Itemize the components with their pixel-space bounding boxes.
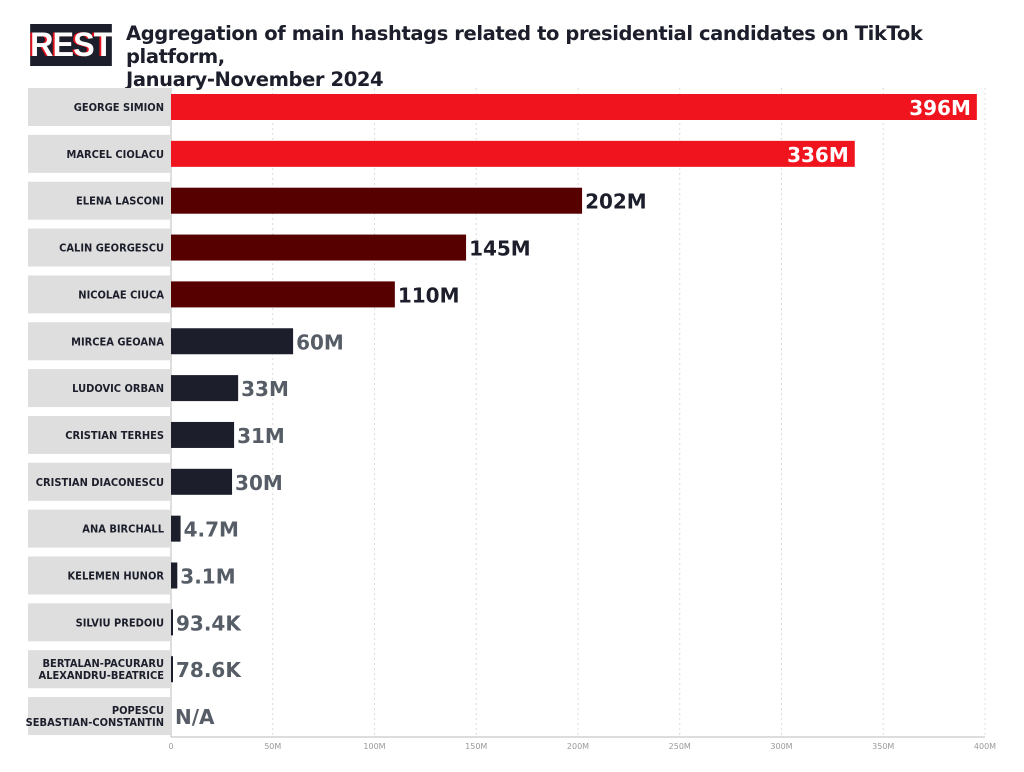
x-tick-label: 0 [168,742,173,751]
category-label-bg [28,369,170,408]
bar [171,468,233,495]
category-label-bg [28,697,170,736]
bar [171,609,173,636]
category-label: SILVIU PREDOIU [76,616,164,629]
chart-title: Aggregation of main hashtags related to … [126,22,1024,91]
category-label-bg [28,650,170,689]
value-label: 110M [398,283,460,307]
category-label-bg [28,462,170,501]
value-label: 202M [585,190,647,214]
category-label: CALIN GEORGESCU [59,242,164,255]
value-label: 4.7M [184,518,239,542]
x-tick-label: 50M [264,742,281,751]
value-label: 3.1M [180,565,235,589]
bar [171,187,583,214]
category-label-bg [28,275,170,314]
value-label: 30M [235,471,283,495]
x-tick-label: 350M [872,742,894,751]
category-label-bg [28,556,170,595]
x-tick-label: 300M [770,742,792,751]
category-label: ALEXANDRU-BEATRICE [39,669,165,682]
category-label: GEORGE SIMION [74,101,164,114]
bar [171,562,178,589]
category-label-bg [28,322,170,361]
category-label-bg [28,228,170,267]
value-label: 31M [237,424,285,448]
category-label-bg [28,181,170,220]
bar [171,234,467,261]
value-label: 78.6K [176,658,242,682]
x-tick-label: 250M [669,742,691,751]
value-label: 396M [909,96,971,120]
category-label: BERTALAN-PACURARU [43,657,164,670]
bar [171,140,855,167]
bar [171,421,235,448]
bar [171,281,395,308]
value-label: 33M [241,377,289,401]
rest-logo: REST [30,24,113,66]
category-label: KELEMEN HUNOR [68,570,165,583]
x-tick-label: 100M [363,742,385,751]
category-label: POPESCU [112,704,164,717]
bar [171,94,977,120]
category-label: ANA BIRCHALL [82,523,164,536]
category-label-bg [28,415,170,454]
title-line-2: January-November 2024 [126,68,384,91]
bar [171,656,173,683]
title-line-1: Aggregation of main hashtags related to … [126,22,923,68]
category-label: ELENA LASCONI [76,195,164,208]
category-label: SEBASTIAN-CONSTANTIN [26,716,164,729]
category-label-bg [28,603,170,642]
x-tick-label: 150M [465,742,487,751]
category-label-bg [28,88,170,126]
bar [171,515,181,542]
category-label: MIRCEA GEOANA [71,335,164,348]
value-label: N/A [175,705,215,729]
bar [171,375,239,402]
category-label: CRISTIAN DIACONESCU [36,476,164,489]
value-label: 93.4K [176,611,242,635]
value-label: 336M [787,143,849,167]
value-label: 60M [296,330,344,354]
x-tick-label: 400M [974,742,996,751]
category-label: NICOLAE CIUCA [78,288,164,301]
category-label: MARCEL CIOLACU [66,148,164,161]
category-label-bg [28,134,170,173]
bar [171,328,294,355]
category-label-bg [28,509,170,548]
category-label: LUDOVIC ORBAN [72,382,164,395]
x-tick-label: 200M [567,742,589,751]
category-label: CRISTIAN TERHES [65,429,164,442]
value-label: 145M [469,237,531,261]
